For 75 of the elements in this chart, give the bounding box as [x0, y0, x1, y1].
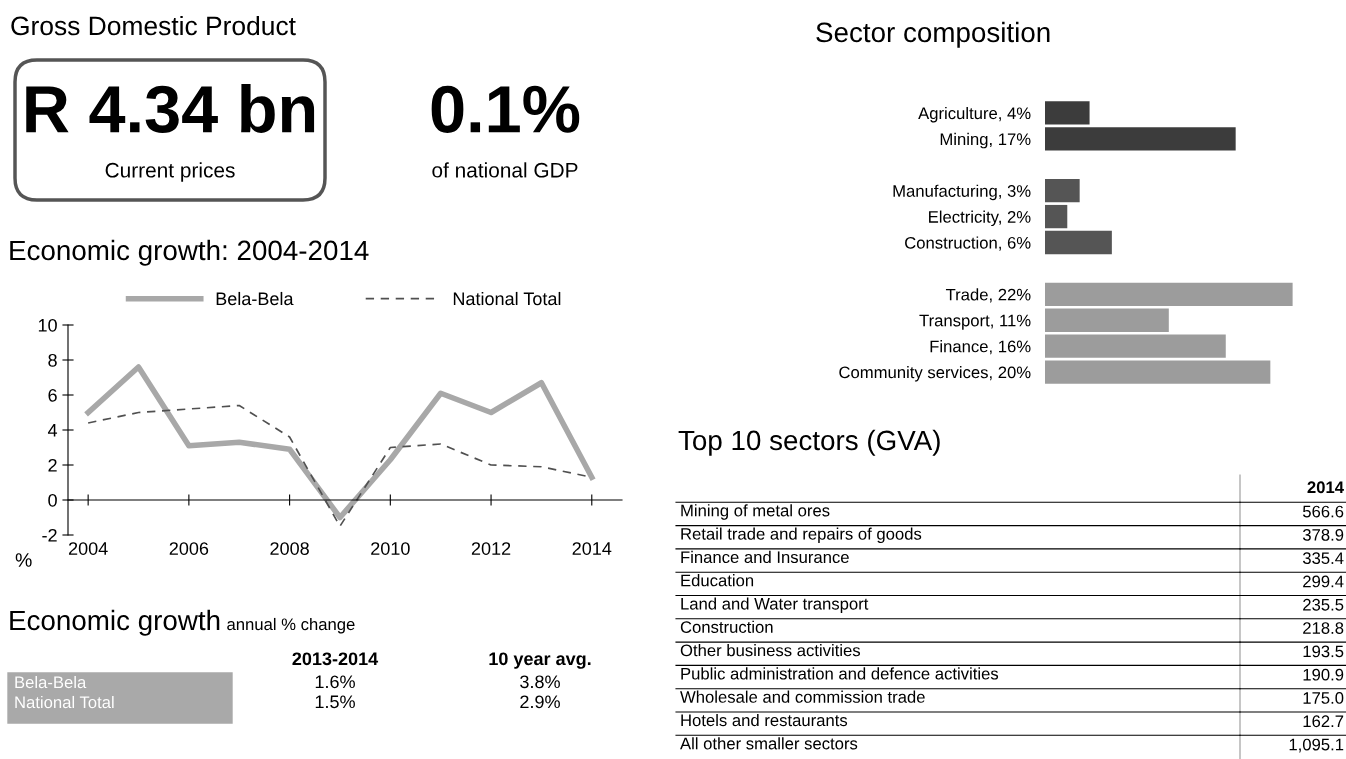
y-tick-label: Electricity, 2% [929, 210, 1031, 227]
legend-label: National Total [453, 291, 561, 306]
data-label: 2.9% [520, 695, 560, 709]
x-tick-label: 2008 [270, 542, 309, 555]
category-label: Retail trade and repairs of goods [681, 527, 922, 544]
category-label: Hotels and restaurants [681, 713, 848, 727]
bar [1045, 308, 1169, 332]
y-tick-label: 6 [48, 388, 57, 402]
text: 2014 [1307, 481, 1344, 494]
text: annual % change [227, 617, 355, 634]
category-label: National Total [15, 695, 114, 709]
y-tick-label: Agriculture, 4% [918, 106, 1031, 123]
text: 0.1% [431, 85, 580, 133]
category-label: Education [681, 574, 754, 587]
chart-title: Economic growth: 2004-2014 [10, 239, 369, 266]
text: 193.5 [1303, 645, 1344, 658]
text: 299.4 [1303, 575, 1344, 588]
y-tick-label: Mining, 17% [940, 132, 1031, 149]
y-tick-label: Construction, 6% [905, 236, 1031, 251]
y-tick-label: 8 [48, 353, 57, 367]
category-label: Finance and Insurance [681, 550, 849, 564]
text: 335.4 [1302, 552, 1344, 565]
x-tick-label: 2014 [572, 542, 612, 555]
text: of national GDP [432, 162, 578, 178]
category-label: Public administration and defence activities [681, 667, 999, 680]
data-label: 3.8% [520, 675, 560, 689]
bar [1045, 230, 1112, 255]
y-tick-label: Community services, 20% [839, 366, 1031, 382]
y-tick-label: 4 [47, 424, 58, 437]
bar [1045, 334, 1226, 358]
category-label: Bela-Bela [15, 675, 87, 689]
y-tick-label: -2 [42, 528, 57, 542]
text: R 4.34 bn [26, 83, 315, 133]
text: 2013-2014 [292, 652, 379, 666]
text: Gross Domestic Product [11, 15, 296, 36]
bar [1045, 282, 1293, 306]
y-tick-label: 10 [38, 318, 57, 332]
y-tick-label: Trade, 22% [945, 288, 1031, 303]
data-label: 1.5% [315, 695, 355, 709]
bar [1045, 127, 1236, 151]
data-label: 1.6% [315, 675, 355, 689]
text: Current prices [105, 162, 235, 182]
y-tick-label: 0 [48, 493, 57, 507]
y-tick-label: Finance, 16% [930, 340, 1031, 355]
bar [1045, 101, 1090, 125]
bar [1045, 360, 1271, 384]
x-tick-label: 2010 [371, 542, 410, 555]
text: 566.6 [1302, 505, 1344, 518]
text: 235.5 [1303, 598, 1344, 611]
text: 10 year avg. [489, 652, 591, 669]
text: Economic growth [10, 609, 220, 636]
legend-label: Bela-Bela [216, 291, 294, 306]
y-tick-label: Manufacturing, 3% [893, 184, 1031, 201]
text: 190.9 [1303, 668, 1344, 681]
x-tick-label: 2012 [471, 542, 511, 555]
y-axis-title: % [15, 553, 32, 567]
category-label: Other business activities [680, 644, 861, 657]
x-tick-label: 2004 [68, 542, 108, 555]
bar [1045, 204, 1068, 229]
category-label: All other smaller sectors [680, 737, 858, 750]
text: 1,095.1 [1289, 738, 1344, 753]
x-tick-label: 2006 [169, 542, 209, 555]
text: 218.8 [1303, 622, 1344, 634]
category-label: Construction [680, 620, 773, 633]
text: Top 10 sectors (GVA) [678, 429, 940, 456]
text: 162.7 [1303, 715, 1344, 728]
y-tick-label: 2 [48, 458, 57, 472]
category-label: Wholesale and commission trade [680, 690, 925, 703]
category-label: Land and Water transport [681, 597, 869, 613]
text: 378.9 [1302, 528, 1344, 541]
text: 175.0 [1303, 692, 1344, 704]
bar [1045, 179, 1080, 203]
y-tick-label: Transport, 11% [919, 314, 1031, 330]
chart-title: Sector composition [816, 21, 1050, 48]
category-label: Mining of metal ores [681, 504, 830, 520]
